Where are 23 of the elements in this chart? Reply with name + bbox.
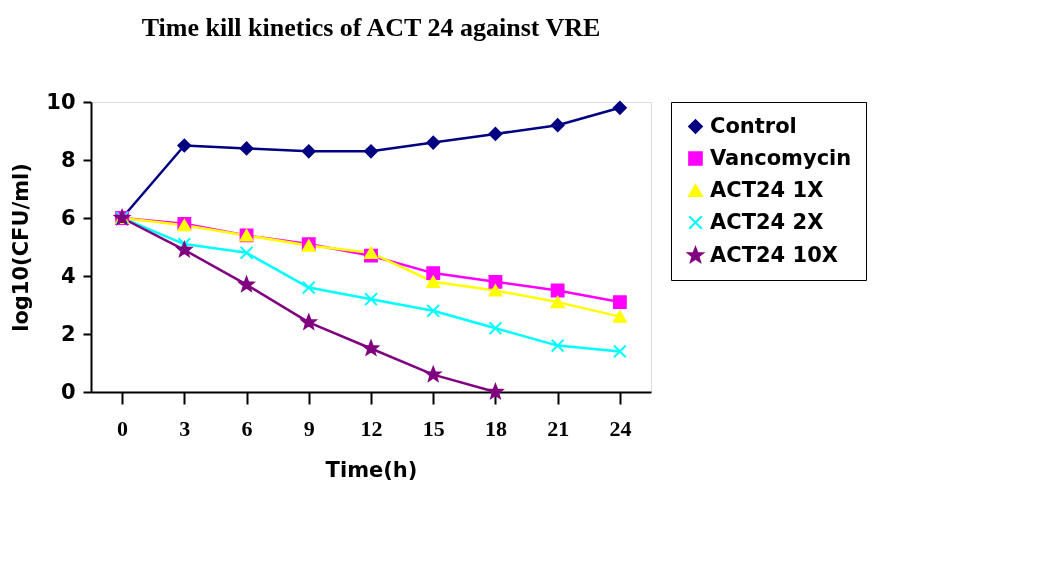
- y-tick-label: 4: [60, 263, 76, 288]
- y-axis-title: log10(CFU/ml): [9, 163, 34, 332]
- y-tick-label: 0: [60, 379, 76, 404]
- y-tick-label: 8: [60, 147, 76, 172]
- x-tick-label: 12: [360, 415, 383, 441]
- chart-title: Time kill kinetics of ACT 24 against VRE: [141, 13, 601, 42]
- y-tick-label: 6: [60, 205, 76, 230]
- x-tick-label: 6: [241, 415, 253, 441]
- y-tick-label: 10: [46, 89, 76, 114]
- legend-label: ACT24 1X: [710, 177, 824, 202]
- x-axis-title: Time(h): [325, 457, 418, 482]
- legend-label: ACT24 10X: [710, 242, 838, 267]
- legend-label: Control: [710, 113, 797, 138]
- x-tick-label: 15: [422, 415, 445, 441]
- y-tick-label: 2: [60, 321, 76, 346]
- x-tick-label: 0: [117, 415, 129, 441]
- legend-label: Vancomycin: [710, 145, 852, 170]
- legend-label: ACT24 2X: [710, 209, 824, 234]
- x-tick-label: 9: [303, 415, 315, 441]
- x-tick-label: 24: [609, 415, 632, 441]
- x-tick-label: 21: [547, 415, 570, 441]
- x-tick-label: 18: [484, 415, 507, 441]
- x-tick-label: 3: [179, 415, 191, 441]
